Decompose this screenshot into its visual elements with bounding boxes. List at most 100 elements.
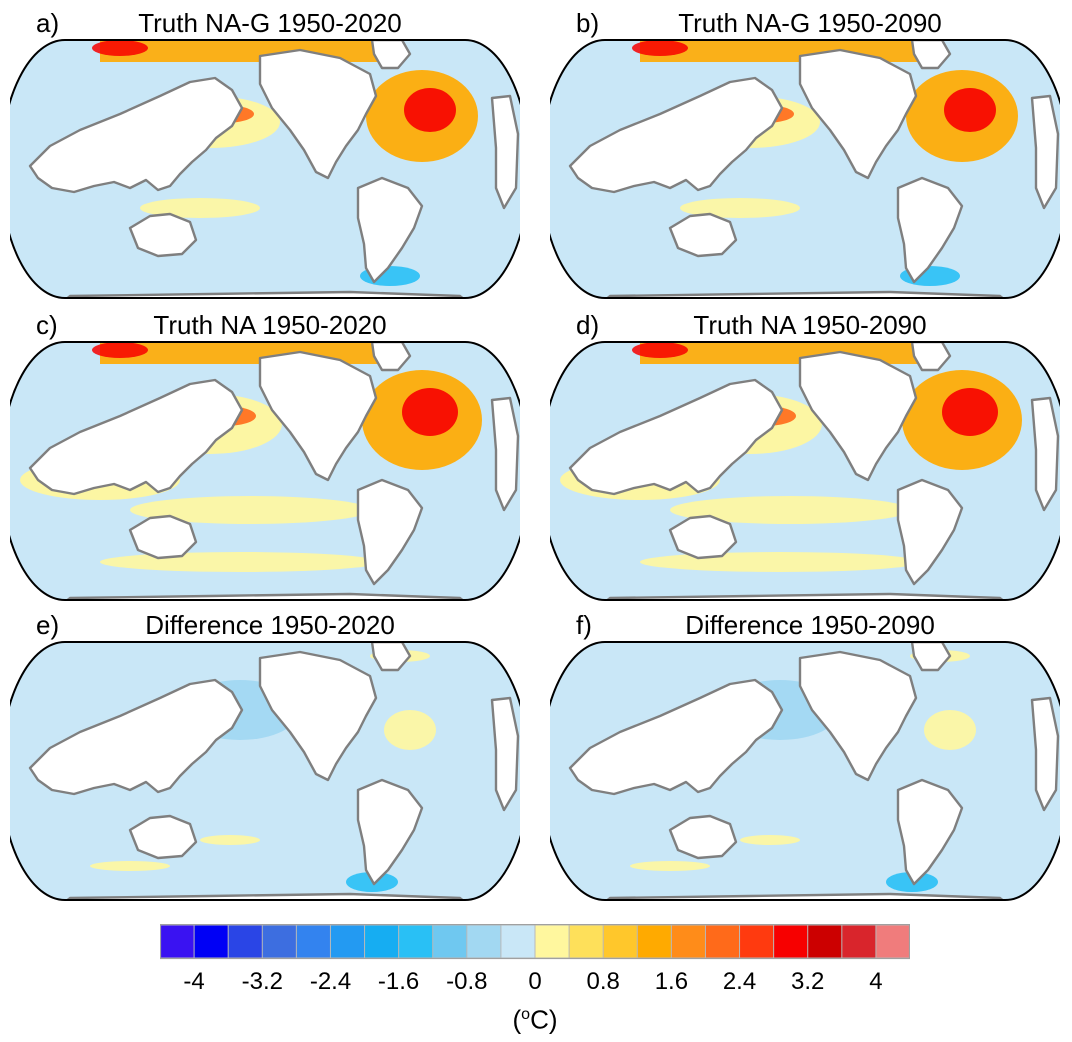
colorbar: -4 -3.2 -2.4 -1.6 -0.8 0 0.8 1.6 2.4 3.2 4 (oC) (160, 924, 910, 1035)
land-antarctica (63, 592, 467, 600)
panel-letter: b) (576, 8, 600, 38)
units-suffix: C) (530, 1004, 558, 1035)
land-north-america (798, 48, 918, 180)
warm-south-band (100, 552, 380, 572)
panel-letter: a) (36, 8, 60, 38)
land-asia (568, 678, 784, 796)
map-frame (10, 341, 520, 601)
land-north-america (258, 48, 378, 180)
panel-letter: c) (36, 310, 58, 340)
colorbar-swatch (261, 924, 298, 959)
land-antarctica (603, 592, 1007, 600)
land-antarctica (603, 892, 1007, 900)
panel-letter: d) (576, 310, 600, 340)
panel-title: Difference 1950-2090 (685, 610, 935, 640)
land-africa-edge (1030, 94, 1060, 210)
land-greenland (910, 642, 952, 672)
colorbar-tick-label: -1.6 (377, 968, 420, 995)
map-panel-d (550, 341, 1060, 601)
colorbar-swatch (227, 924, 264, 959)
map-field (10, 342, 520, 600)
land-north-america (798, 650, 918, 782)
colorbar-swatch (160, 924, 195, 959)
land-australia (668, 212, 738, 258)
land-north-america (798, 350, 918, 482)
colorbar-swatch (568, 924, 605, 959)
colorbar-tick-label: 1.6 (654, 968, 689, 995)
colorbar-swatch (364, 924, 400, 959)
panel-c: c) Truth NA 1950-2020 (10, 310, 530, 605)
panel-letter: f) (576, 610, 592, 640)
map-frame (550, 641, 1060, 901)
land-greenland (370, 342, 412, 372)
land-south-america (896, 778, 964, 886)
panel-b: b) Truth NA-G 1950-2090 (550, 8, 1070, 303)
units-degree: o (521, 1006, 531, 1023)
colorbar-tick-label: -0.8 (446, 968, 488, 995)
land-south-america (356, 778, 424, 886)
warm-arctic-core (92, 342, 148, 358)
panel-d: d) Truth NA 1950-2090 (550, 310, 1070, 605)
warm-tropic-blob (200, 835, 260, 845)
land-australia (128, 212, 198, 258)
land-greenland (370, 40, 412, 70)
map-frame (10, 39, 520, 299)
land-africa-edge (490, 94, 520, 210)
colorbar-swatch (295, 924, 332, 959)
colorbar-tick-label: 3.2 (791, 968, 825, 995)
map-panel-a (10, 39, 520, 299)
land-greenland (370, 642, 412, 672)
colorbar-frame (160, 924, 910, 960)
colorbar-tick-label: -2.4 (309, 968, 352, 995)
colorbar-swatch (193, 924, 230, 959)
land-south-america (896, 176, 964, 284)
land-asia (28, 378, 244, 496)
map-field (550, 642, 1060, 900)
warm-north-atlantic-core (944, 88, 996, 132)
land-antarctica (603, 290, 1007, 298)
colorbar-swatch (807, 924, 843, 959)
colorbar-swatch (329, 924, 366, 959)
warm-north-atlantic-core (404, 88, 456, 132)
land-south-america (896, 478, 964, 586)
map-field (550, 40, 1060, 298)
warm-south-strip (630, 861, 710, 871)
panel-f: f) Difference 1950-2090 (550, 610, 1070, 905)
map-panel-f (550, 641, 1060, 901)
colorbar-swatch (739, 924, 775, 959)
land-australia (668, 814, 738, 860)
map-frame (550, 341, 1060, 601)
colorbar-swatch (875, 924, 910, 959)
land-africa-edge (490, 396, 520, 512)
land-north-america (258, 650, 378, 782)
colorbar-swatch (841, 924, 877, 959)
land-asia (28, 76, 244, 194)
land-australia (668, 514, 738, 560)
panel-title: Truth NA-G 1950-2020 (138, 8, 402, 38)
map-frame (550, 39, 1060, 299)
colorbar-swatch (398, 924, 434, 959)
land-greenland (910, 40, 952, 70)
panel-e: e) Difference 1950-2020 (10, 610, 530, 905)
warm-arctic-core (92, 40, 148, 56)
colorbar-tick-label: -3.2 (241, 968, 283, 995)
warm-tropic-blob (740, 835, 800, 845)
colorbar-swatch (602, 924, 639, 959)
colorbar-swatches (160, 924, 910, 960)
warm-south-strip (90, 861, 170, 871)
colorbar-swatch (466, 924, 502, 959)
colorbar-swatch (500, 924, 536, 959)
map-panel-b (550, 39, 1060, 299)
land-asia (568, 378, 784, 496)
colorbar-tick-label: 4 (869, 968, 883, 995)
warm-north-atlantic-core (402, 388, 458, 436)
map-field (10, 642, 520, 900)
land-asia (28, 678, 244, 796)
warm-north-atlantic-patch (384, 710, 436, 750)
map-field (550, 342, 1060, 600)
land-greenland (910, 342, 952, 372)
land-australia (128, 814, 198, 860)
land-antarctica (63, 290, 467, 298)
land-africa-edge (1030, 696, 1060, 812)
colorbar-tick-label: 0 (528, 968, 542, 995)
